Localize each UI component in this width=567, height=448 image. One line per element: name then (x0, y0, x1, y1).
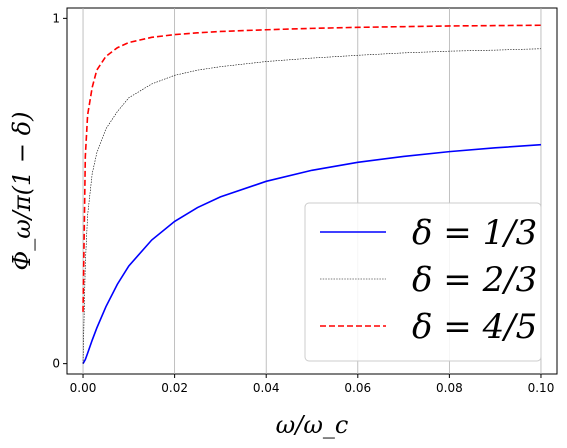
legend-box (304, 202, 542, 362)
x-tick-label: 0.10 (528, 381, 555, 395)
y-tick-label: 0 (52, 357, 60, 371)
x-tick-label: 0.00 (70, 381, 97, 395)
legend-label: δ = 2/3 (412, 260, 537, 300)
legend-label: δ = 1/3 (412, 213, 537, 253)
x-tick-label: 0.06 (344, 381, 371, 395)
x-axis-label: ω/ω_c (276, 411, 349, 439)
legend-label: δ = 4/5 (412, 307, 537, 347)
legend: δ = 1/3 δ = 2/3 δ = 4/5 (304, 202, 542, 362)
series-line (82, 48, 541, 364)
plot-frame (66, 7, 558, 375)
y-tick-label: 1 (52, 11, 60, 25)
series-lines (82, 24, 542, 365)
y-axis-label: Φ_ω/π(1 − δ) (8, 112, 36, 271)
x-axis-ticks: 0.00 0.02 0.04 0.06 0.08 0.10 (70, 374, 555, 395)
x-tick-label: 0.08 (436, 381, 463, 395)
y-axis-ticks: 01 (52, 11, 67, 371)
series-line (82, 143, 542, 365)
x-tick-label: 0.02 (161, 381, 188, 395)
x-tick-label: 0.04 (253, 381, 280, 395)
series-line (82, 24, 541, 312)
